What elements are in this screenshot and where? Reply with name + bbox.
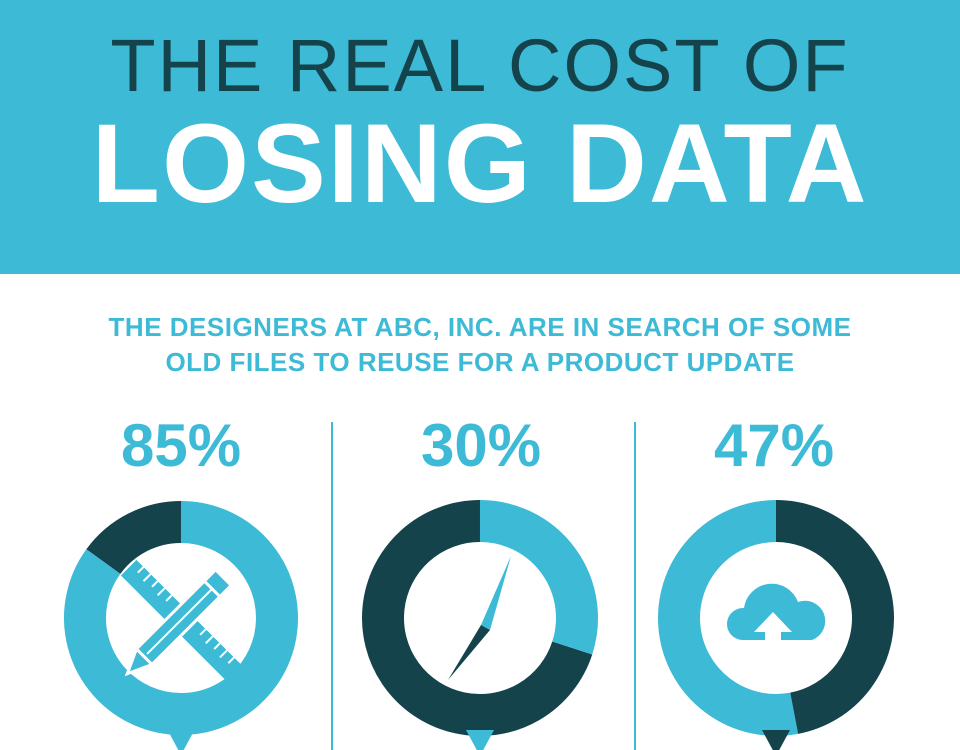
donut-pointer [466, 730, 494, 750]
cloud-upload-icon [726, 583, 826, 650]
donut-ring-1 [64, 501, 298, 750]
donut-remainder-arc [362, 500, 593, 736]
donut-pointer [762, 730, 790, 750]
compass-needle-icon [448, 556, 511, 680]
header-banner: THE REAL COST OF LOSING DATA [0, 0, 960, 274]
column-divider [331, 422, 333, 750]
title-line-1: THE REAL COST OF [110, 24, 850, 107]
column-divider [634, 422, 636, 750]
donut-ring-3 [658, 500, 894, 750]
stat-percent-3: 47% [713, 412, 835, 479]
donut-remainder-arc [86, 501, 182, 575]
donut-pointer [167, 729, 195, 750]
donut-value-arc [479, 500, 598, 655]
donut-value-arc [64, 501, 298, 735]
subtitle-line-2: OLD FILES TO REUSE FOR A PRODUCT UPDATE [165, 347, 795, 377]
title-line-2: LOSING DATA [91, 101, 869, 226]
stat-percent-2: 30% [420, 412, 542, 479]
pencil-ruler-icon [120, 559, 242, 681]
stat-percent-1: 85% [120, 412, 242, 479]
subtitle-line-1: THE DESIGNERS AT ABC, INC. ARE IN SEARCH… [108, 312, 852, 342]
donut-ring-2 [362, 500, 598, 750]
donut-value-arc [775, 500, 894, 734]
donut-remainder-arc [658, 500, 799, 736]
